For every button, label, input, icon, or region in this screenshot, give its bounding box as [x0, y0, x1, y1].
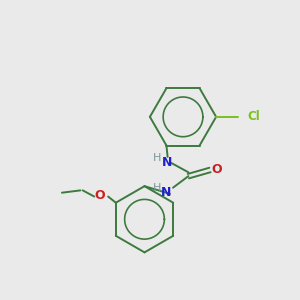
Text: H: H: [153, 184, 161, 194]
Text: O: O: [212, 163, 222, 176]
Text: N: N: [162, 156, 172, 169]
Text: H: H: [153, 153, 161, 164]
Text: O: O: [94, 189, 105, 202]
Text: Cl: Cl: [247, 110, 260, 123]
Text: N: N: [161, 186, 171, 199]
